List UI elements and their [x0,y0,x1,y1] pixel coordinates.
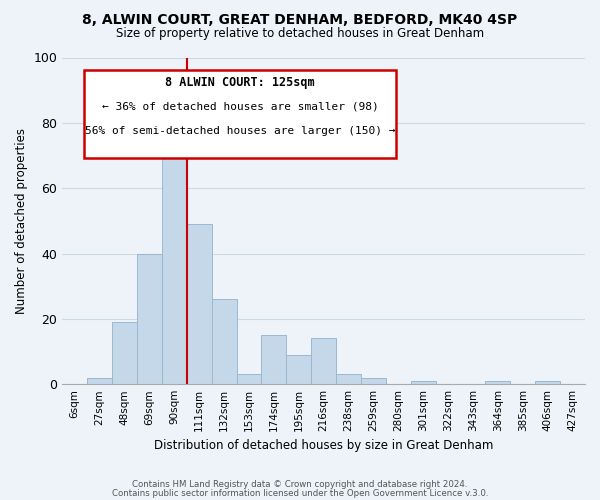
Bar [411,381,436,384]
Text: Size of property relative to detached houses in Great Denham: Size of property relative to detached ho… [116,28,484,40]
Bar [336,374,361,384]
Text: 8, ALWIN COURT, GREAT DENHAM, BEDFORD, MK40 4SP: 8, ALWIN COURT, GREAT DENHAM, BEDFORD, M… [82,12,518,26]
Bar [485,381,511,384]
Bar [212,299,236,384]
Text: 56% of semi-detached houses are larger (150) →: 56% of semi-detached houses are larger (… [85,126,395,136]
Text: ← 36% of detached houses are smaller (98): ← 36% of detached houses are smaller (98… [101,102,379,112]
Bar [311,338,336,384]
Text: Contains HM Land Registry data © Crown copyright and database right 2024.: Contains HM Land Registry data © Crown c… [132,480,468,489]
Bar [162,110,187,384]
Bar [87,378,112,384]
Text: 8 ALWIN COURT: 125sqm: 8 ALWIN COURT: 125sqm [165,76,315,89]
Bar [361,378,386,384]
Y-axis label: Number of detached properties: Number of detached properties [15,128,28,314]
Bar [535,381,560,384]
Bar [187,224,212,384]
Bar [112,322,137,384]
Bar [262,335,286,384]
Text: Contains public sector information licensed under the Open Government Licence v.: Contains public sector information licen… [112,489,488,498]
Bar [286,355,311,384]
Bar [137,254,162,384]
Bar [236,374,262,384]
X-axis label: Distribution of detached houses by size in Great Denham: Distribution of detached houses by size … [154,440,493,452]
